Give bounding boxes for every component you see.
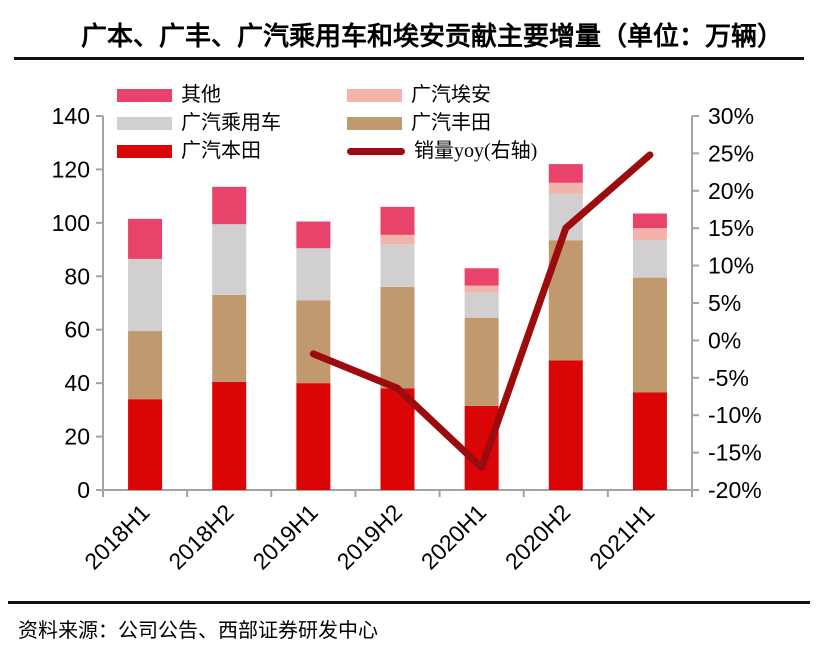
y-right-tick-label: 10% xyxy=(708,253,754,279)
bar-segment xyxy=(212,224,247,295)
chart-title: 广本、广丰、广汽乘用车和埃安贡献主要增量（单位：万辆） xyxy=(80,22,783,51)
legend-item-honda: 广汽本田 xyxy=(117,141,261,161)
y-right-tick-label: -20% xyxy=(708,477,762,503)
legend-label-other: 其他 xyxy=(181,84,221,106)
bar-segment xyxy=(464,317,499,406)
bar-segment xyxy=(128,331,163,400)
y-right-tick-label: 25% xyxy=(708,140,754,166)
x-category-label: 2019H2 xyxy=(332,499,407,574)
bar-segment xyxy=(548,182,583,194)
y-right-tick-label: -15% xyxy=(708,440,762,466)
bar-segment xyxy=(128,218,163,259)
y-left-tick-label: 0 xyxy=(77,477,90,503)
bar-segment xyxy=(212,186,247,225)
legend-label-toyota: 广汽丰田 xyxy=(411,112,491,134)
x-category-label: 2021H1 xyxy=(584,499,659,574)
bar-segment xyxy=(128,258,163,332)
legend-item-yoy: 销量yoy(右轴) xyxy=(347,141,537,161)
legend-label-gac-passenger: 广汽乘用车 xyxy=(181,112,281,134)
y-right-tick-label: -10% xyxy=(708,402,762,428)
x-category-label: 2018H2 xyxy=(163,499,238,574)
bar-segment xyxy=(548,164,583,183)
bar-segment xyxy=(380,244,415,287)
y-left-tick-label: 60 xyxy=(64,317,90,343)
y-left-tick-label: 40 xyxy=(64,370,90,396)
legend-swatch-aion xyxy=(347,88,402,102)
legend-item-other: 其他 xyxy=(117,85,221,105)
bar-segment xyxy=(128,399,163,490)
legend-item-aion: 广汽埃安 xyxy=(347,85,491,105)
bar-segment xyxy=(632,213,667,229)
legend-swatch-other xyxy=(117,88,172,102)
bar-segment xyxy=(464,292,499,318)
bar-segment xyxy=(464,285,499,293)
bar-segment xyxy=(380,286,415,389)
source-text: 资料来源：公司公告、西部证券研发中心 xyxy=(18,620,378,642)
source-rule xyxy=(8,601,810,604)
bar-segment xyxy=(464,268,499,286)
y-left-tick-label: 120 xyxy=(52,156,90,182)
y-right-tick-label: -5% xyxy=(708,365,749,391)
y-left-tick-label: 20 xyxy=(64,424,90,450)
bar-segment xyxy=(632,277,667,393)
y-left-tick-label: 80 xyxy=(64,263,90,289)
legend-label-honda: 广汽本田 xyxy=(181,140,261,162)
y-right-tick-label: 20% xyxy=(708,178,754,204)
bar-segment xyxy=(296,248,331,301)
bar-segment xyxy=(296,221,331,249)
x-category-label: 2018H1 xyxy=(79,499,154,574)
bar-segment xyxy=(632,240,667,278)
bar-segment xyxy=(212,381,247,490)
x-category-label: 2019H1 xyxy=(248,499,323,574)
bar-segment xyxy=(380,388,415,490)
legend-label-yoy: 销量yoy(右轴) xyxy=(414,140,538,162)
bar-segment xyxy=(464,405,499,490)
y-right-tick-label: 5% xyxy=(708,290,741,316)
title-rule xyxy=(14,57,804,60)
bar-segment xyxy=(296,300,331,384)
y-right-tick-label: 0% xyxy=(708,327,741,353)
bar-segment xyxy=(632,228,667,241)
y-right-tick-label: 15% xyxy=(708,215,754,241)
legend-swatch-honda xyxy=(117,144,172,158)
x-category-label: 2020H1 xyxy=(416,499,491,574)
bar-segment xyxy=(296,383,331,490)
bar-segment xyxy=(380,206,415,235)
legend-item-toyota: 广汽丰田 xyxy=(347,113,491,133)
legend-item-gac-passenger: 广汽乘用车 xyxy=(117,113,281,133)
legend-label-aion: 广汽埃安 xyxy=(411,84,491,106)
x-category-label: 2020H2 xyxy=(500,499,575,574)
bar-segment xyxy=(380,234,415,245)
yoy-line xyxy=(309,151,654,472)
bar-segment xyxy=(632,392,667,490)
legend-swatch-gac-passenger xyxy=(117,116,172,130)
y-left-tick-label: 140 xyxy=(52,103,90,129)
y-right-tick-label: 30% xyxy=(708,103,754,129)
legend-swatch-yoy-line xyxy=(347,147,405,155)
bar-segment xyxy=(212,294,247,382)
y-left-tick-label: 100 xyxy=(52,210,90,236)
bar-segment xyxy=(548,360,583,490)
legend-swatch-toyota xyxy=(347,116,402,130)
